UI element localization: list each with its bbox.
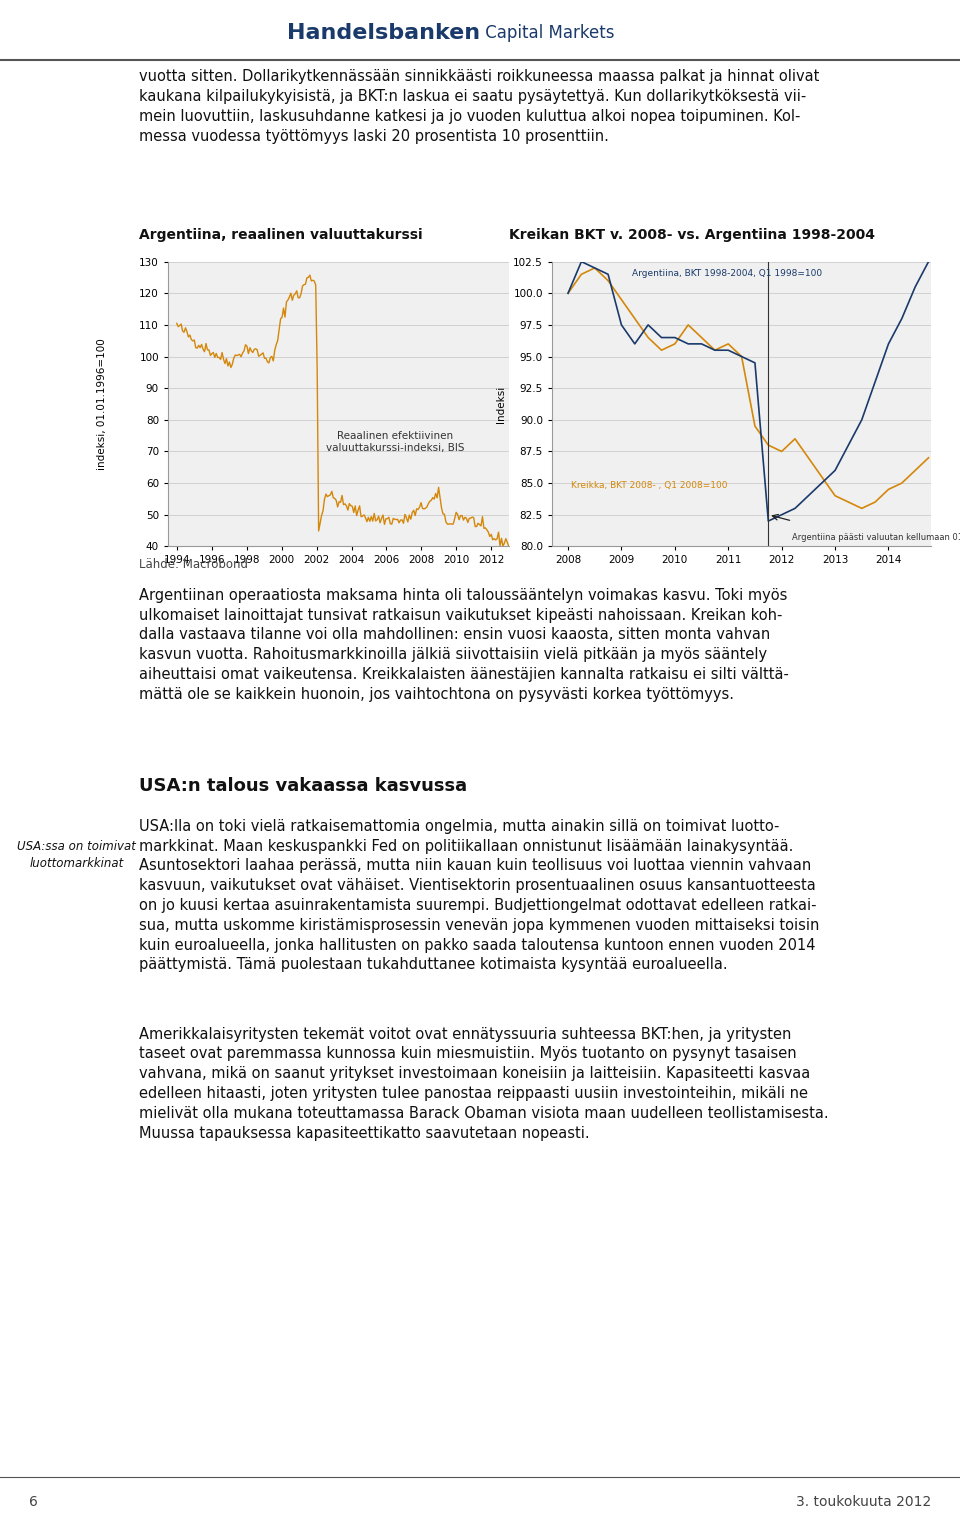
Text: Argentiina päästi valuutan kellumaan 01/2002: Argentiina päästi valuutan kellumaan 01/… — [792, 532, 960, 542]
Text: Handelsbanken: Handelsbanken — [287, 23, 480, 43]
Text: USA:ssa on toimivat
luottomarkkinat: USA:ssa on toimivat luottomarkkinat — [17, 840, 136, 870]
Text: 6: 6 — [29, 1494, 37, 1510]
Text: Kreikan BKT v. 2008- vs. Argentiina 1998-2004: Kreikan BKT v. 2008- vs. Argentiina 1998… — [509, 228, 875, 243]
Text: 3. toukokuuta 2012: 3. toukokuuta 2012 — [796, 1494, 931, 1510]
Text: Capital Markets: Capital Markets — [480, 25, 614, 42]
Text: USA:n talous vakaassa kasvussa: USA:n talous vakaassa kasvussa — [139, 777, 468, 796]
Text: USA:lla on toki vielä ratkaisemattomia ongelmia, mutta ainakin sillä on toimivat: USA:lla on toki vielä ratkaisemattomia o… — [139, 819, 820, 973]
Text: Argentiinan operaatiosta maksama hinta oli taloussääntelyn voimakas kasvu. Toki : Argentiinan operaatiosta maksama hinta o… — [139, 588, 789, 702]
Y-axis label: Indeksi: Indeksi — [496, 385, 507, 423]
Text: Argentiina, reaalinen valuuttakurssi: Argentiina, reaalinen valuuttakurssi — [139, 228, 422, 243]
Text: Lähde: Macrobond: Lähde: Macrobond — [139, 559, 249, 571]
Text: Kreikka, BKT 2008- , Q1 2008=100: Kreikka, BKT 2008- , Q1 2008=100 — [570, 482, 727, 489]
Text: vuotta sitten. Dollarikytkennässään sinnikkäästi roikkuneessa maassa palkat ja h: vuotta sitten. Dollarikytkennässään sinn… — [139, 69, 820, 143]
Y-axis label: indeksi, 01.01.1996=100: indeksi, 01.01.1996=100 — [97, 339, 107, 469]
Text: Amerikkalaisyritysten tekemät voitot ovat ennätyssuuria suhteessa BKT:hen, ja yr: Amerikkalaisyritysten tekemät voitot ova… — [139, 1027, 828, 1140]
Text: Argentiina, BKT 1998-2004, Q1 1998=100: Argentiina, BKT 1998-2004, Q1 1998=100 — [632, 269, 822, 279]
Text: Reaalinen efektiivinen
valuuttakurssi-indeksi, BIS: Reaalinen efektiivinen valuuttakurssi-in… — [326, 431, 465, 452]
